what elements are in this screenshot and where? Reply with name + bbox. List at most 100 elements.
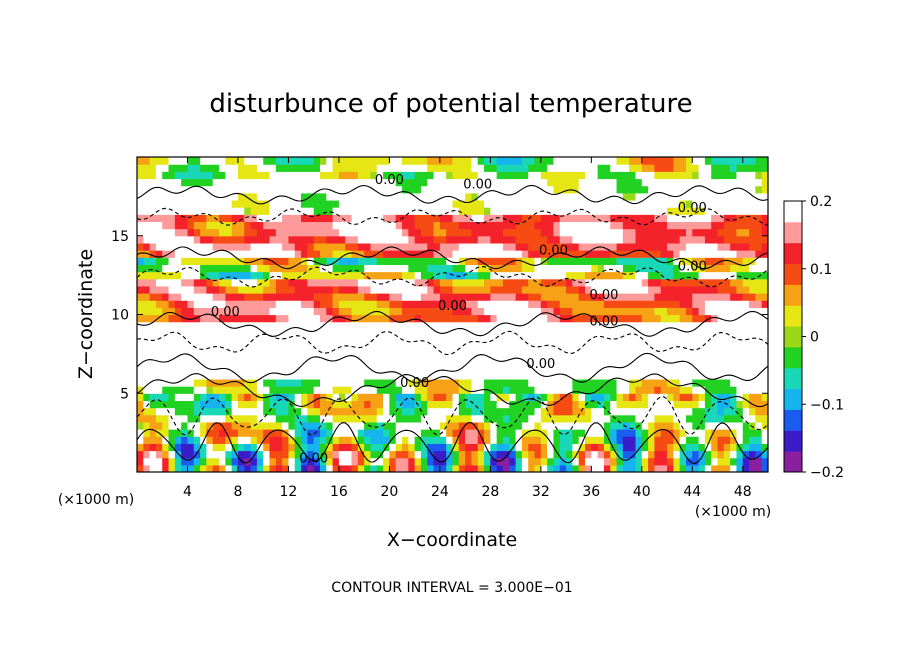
field-cell — [641, 443, 649, 452]
field-cell — [471, 192, 479, 201]
field-cell — [250, 214, 258, 223]
field-cell — [357, 386, 365, 394]
field-cell — [389, 192, 397, 201]
field-cell — [559, 207, 567, 215]
field-cell — [231, 293, 239, 301]
field-cell — [408, 214, 416, 223]
field-cell — [704, 321, 712, 330]
field-cell — [357, 178, 365, 187]
field-cell — [692, 157, 700, 165]
field-cell — [332, 221, 340, 230]
field-cell — [174, 278, 182, 287]
field-cell — [749, 386, 756, 394]
field-cell — [692, 257, 700, 265]
field-cell — [282, 414, 290, 423]
field-cell — [477, 300, 485, 308]
field-cell — [572, 178, 580, 187]
field-cell — [616, 378, 624, 387]
field-cell — [351, 321, 359, 330]
field-cell — [742, 185, 750, 194]
field-cell — [484, 364, 491, 373]
field-cell — [219, 450, 226, 459]
field-cell — [237, 335, 245, 344]
field-cell — [427, 464, 435, 472]
field-cell — [654, 386, 662, 394]
field-cell — [376, 278, 384, 287]
field-cell — [717, 414, 725, 423]
field-cell — [452, 314, 460, 323]
field-cell — [338, 364, 346, 373]
field-cell — [370, 335, 378, 344]
field-cell — [244, 192, 252, 201]
field-cell — [458, 378, 466, 387]
field-cell — [439, 429, 447, 437]
field-cell — [193, 321, 201, 330]
field-cell — [458, 235, 466, 244]
field-cell — [155, 199, 163, 208]
field-cell — [187, 443, 195, 452]
field-cell — [383, 293, 390, 301]
field-cell — [137, 335, 144, 344]
field-cell — [591, 464, 599, 472]
field-cell — [433, 192, 441, 201]
field-cell — [597, 321, 605, 330]
colorbar-swatch — [784, 388, 802, 410]
field-cell — [364, 350, 372, 359]
field-cell — [654, 443, 662, 452]
field-cell — [610, 386, 618, 394]
field-cell — [654, 357, 662, 366]
field-cell — [610, 357, 618, 366]
field-cell — [168, 400, 176, 409]
field-cell — [351, 450, 359, 459]
field-cell — [219, 321, 226, 330]
field-cell — [591, 378, 599, 387]
field-cell — [137, 164, 144, 172]
field-cell — [755, 328, 763, 337]
field-cell — [578, 278, 586, 287]
field-cell — [534, 378, 542, 387]
field-cell — [193, 393, 201, 402]
field-cell — [395, 250, 403, 258]
field-cell — [439, 207, 447, 215]
field-cell — [326, 464, 334, 472]
field-cell — [294, 271, 302, 280]
field-cell — [319, 164, 327, 172]
field-cell — [237, 414, 245, 423]
field-cell — [452, 443, 460, 452]
field-cell — [622, 300, 630, 308]
field-cell — [319, 414, 327, 423]
field-cell — [408, 335, 416, 344]
field-cell — [338, 307, 346, 316]
field-cell — [244, 450, 252, 459]
field-cell — [383, 250, 390, 258]
field-cell — [225, 350, 233, 359]
field-cell — [433, 350, 441, 359]
field-cell — [742, 235, 750, 244]
field-cell — [749, 443, 756, 452]
field-cell — [427, 364, 435, 373]
field-cell — [502, 199, 510, 208]
field-cell — [591, 278, 599, 287]
field-cell — [610, 164, 618, 172]
field-cell — [496, 321, 504, 330]
field-cell — [458, 436, 466, 444]
field-cell — [174, 285, 182, 294]
field-cell — [370, 350, 378, 359]
field-cell — [200, 221, 208, 230]
field-cell — [540, 300, 548, 308]
field-cell — [376, 421, 384, 430]
field-cell — [439, 300, 447, 308]
field-cell — [509, 429, 517, 437]
field-cell — [420, 192, 428, 201]
field-cell — [723, 278, 731, 287]
field-cell — [250, 364, 258, 373]
field-cell — [698, 450, 706, 459]
field-cell — [717, 321, 725, 330]
field-cell — [490, 378, 498, 387]
field-cell — [597, 307, 605, 316]
field-cell — [742, 443, 750, 452]
field-cell — [206, 393, 214, 402]
field-cell — [692, 207, 700, 215]
field-cell — [256, 271, 264, 280]
field-cell — [326, 178, 334, 187]
